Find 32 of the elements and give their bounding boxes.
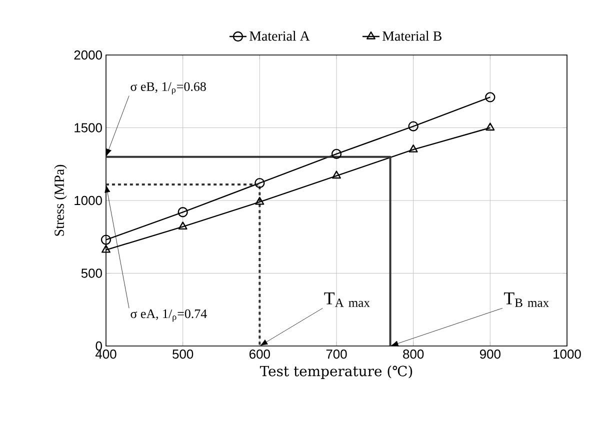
point xyxy=(408,121,418,132)
annotation: σ eB, 1/$_{ρ}$=0.68 xyxy=(130,82,206,95)
x-axis-title: Test temperature (℃) xyxy=(260,366,412,380)
annotation: σ eA, 1/$_{ρ}$=0.74 xyxy=(130,309,207,322)
point xyxy=(100,234,112,245)
legend-label: Material A xyxy=(249,30,310,41)
annotation: $\mathrm{T}_{\mathrm{A\ max}}$ xyxy=(324,292,370,307)
point xyxy=(178,207,188,218)
point xyxy=(408,144,418,152)
point xyxy=(178,222,188,230)
y-tick-label: 0 xyxy=(96,341,102,351)
x-tick-label: 900 xyxy=(480,350,500,359)
x-tick-label: 800 xyxy=(403,350,424,359)
y-axis-title: Stress (MPa) xyxy=(54,164,67,236)
point xyxy=(485,92,496,102)
point xyxy=(332,170,341,179)
y-tick-label: 1500 xyxy=(74,123,102,132)
point xyxy=(331,148,342,160)
x-tick-label: 700 xyxy=(326,350,347,359)
y-tick-label: 1000 xyxy=(74,196,102,206)
y-tick-label: 500 xyxy=(81,268,102,278)
x-tick-label: 600 xyxy=(250,350,270,359)
point xyxy=(102,244,110,253)
annotation: $\mathrm{T}_{\mathrm{B\ max}}$ xyxy=(504,292,549,307)
point xyxy=(254,178,265,188)
x-tick-label: 1000 xyxy=(554,350,581,359)
legend-label: Material B xyxy=(382,30,442,41)
y-tick-label: 2000 xyxy=(74,50,102,60)
point xyxy=(255,196,264,205)
x-tick-label: 400 xyxy=(95,350,116,359)
point xyxy=(486,122,495,131)
x-tick-label: 500 xyxy=(172,350,194,359)
